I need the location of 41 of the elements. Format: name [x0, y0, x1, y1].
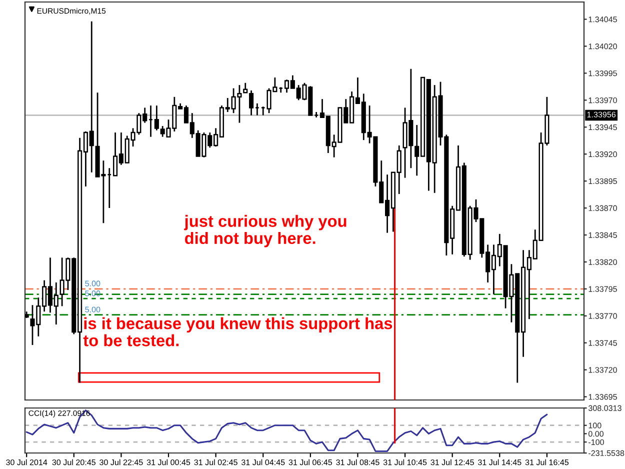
candlestick: [249, 90, 254, 116]
y-tick-label: 1.34045: [588, 16, 617, 22]
x-tick-label: 31 Jul 16:45: [525, 459, 569, 466]
y-tick-label: -100: [588, 439, 604, 446]
y-tick-label: 1.33870: [588, 205, 617, 212]
y-tick-label: 0.00: [588, 430, 604, 437]
x-tick-label: 31 Jul 04:45: [241, 459, 285, 466]
y-tick-label: 1.33795: [588, 286, 617, 292]
x-tick-label: 31 Jul 06:45: [288, 459, 332, 466]
y-tick-label: 1.33720: [588, 367, 617, 373]
y-tick-label: 1.33970: [588, 97, 617, 104]
x-tick-label: 30 Jul 2014: [6, 459, 48, 466]
y-tick-label: 1.33845: [588, 232, 617, 238]
ref-line-label: 1.33956: [587, 112, 616, 118]
y-tick-label: 1.33920: [588, 151, 617, 158]
x-tick-label: 31 Jul 08:45: [336, 459, 380, 466]
y-tick-label: -231.5538: [588, 450, 624, 456]
x-tick-label: 31 Jul 12:45: [430, 459, 474, 466]
y-tick-label: 1.34020: [588, 44, 617, 50]
annotation: just curious why you did not buy here.: [184, 214, 346, 248]
annotation: 5.00: [85, 280, 100, 286]
x-tick-label: 31 Jul 10:45: [383, 459, 427, 466]
y-tick-label: 100: [588, 422, 602, 428]
y-tick-label: 1.33895: [588, 178, 617, 184]
y-tick-label: 1.33770: [588, 313, 617, 319]
y-tick-label: 1.33745: [588, 340, 617, 346]
annotation: 5.00: [85, 290, 100, 296]
x-tick-label: 31 Jul 00:45: [146, 459, 190, 466]
y-tick-label: 1.33995: [588, 70, 617, 76]
y-tick-label: 308.0313: [588, 405, 622, 411]
annotation: is it because you knew this support has to be tested.: [83, 317, 392, 346]
annotation: 5.00: [85, 306, 100, 312]
y-tick-label: 1.33695: [588, 394, 617, 400]
y-tick-label: 1.33945: [588, 124, 617, 130]
x-tick-label: 31 Jul 14:45: [478, 459, 522, 466]
x-tick-label: 30 Jul 22:45: [100, 459, 143, 466]
x-tick-label: 30 Jul 20:45: [52, 459, 96, 466]
candlestick: [243, 82, 248, 94]
y-tick-label: 1.33820: [588, 259, 617, 265]
x-tick-label: 31 Jul 02:45: [194, 459, 238, 466]
line-series: [26, 410, 548, 452]
